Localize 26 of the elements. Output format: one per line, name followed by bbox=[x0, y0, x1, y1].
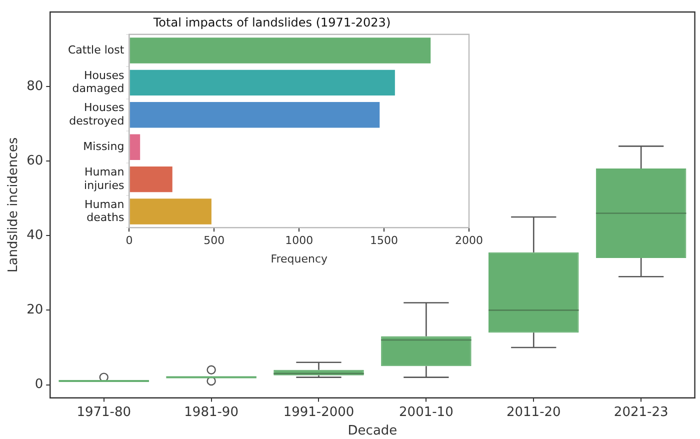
x-axis-title: Frequency bbox=[270, 252, 328, 266]
y-tick-label: 20 bbox=[26, 302, 44, 318]
x-tick-label: 1981-90 bbox=[184, 404, 238, 420]
y-tick-label: Houses damaged bbox=[72, 68, 124, 96]
x-tick-label: 2000 bbox=[455, 234, 484, 248]
x-tick-label: 2001-10 bbox=[399, 404, 454, 420]
x-tick-label: 1971-80 bbox=[76, 404, 132, 420]
x-tick-label: 500 bbox=[204, 234, 225, 248]
x-tick-label: 1500 bbox=[370, 234, 398, 248]
x-tick-label: 2021-23 bbox=[614, 404, 668, 420]
x-axis-title: Decade bbox=[348, 424, 398, 439]
y-tick-label: Missing bbox=[83, 140, 124, 153]
y-tick-label: 80 bbox=[26, 78, 44, 94]
y-tick-label: 60 bbox=[26, 153, 44, 168]
x-tick-label: 1000 bbox=[285, 234, 314, 248]
y-tick-label: 40 bbox=[26, 228, 44, 244]
chart-title: Total impacts of landslides (1971-2023) bbox=[152, 15, 391, 30]
y-axis-title: Landslide incidences bbox=[6, 137, 22, 272]
y-tick-label: 0 bbox=[34, 377, 44, 392]
y-tick-label: Human injuries bbox=[84, 166, 124, 192]
x-tick-label: 1991-2000 bbox=[283, 404, 354, 420]
x-tick-label: 0 bbox=[126, 234, 133, 248]
y-tick-label: Houses destroyed bbox=[69, 101, 124, 128]
y-tick-label: Human deaths bbox=[84, 198, 124, 224]
x-tick-label: 2011-20 bbox=[506, 404, 561, 420]
y-tick-label: Cattle lost bbox=[68, 43, 125, 56]
